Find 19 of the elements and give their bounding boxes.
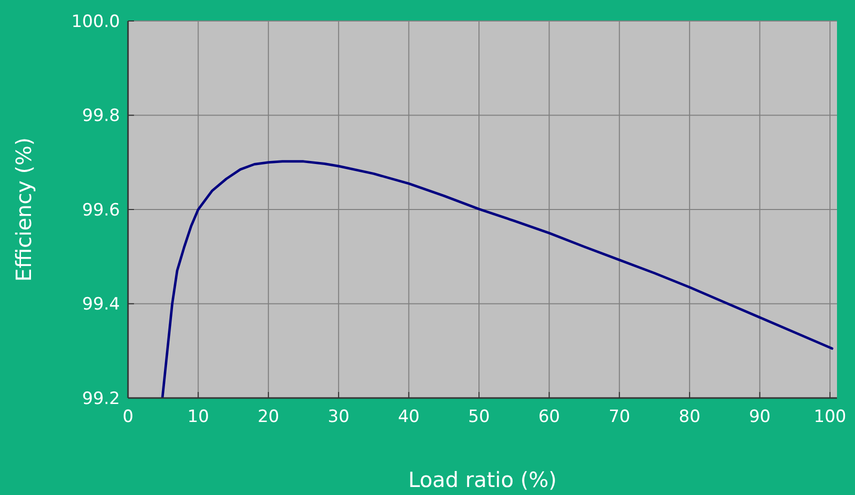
y-tick-label: 99.6 <box>82 200 120 220</box>
x-axis-title: Load ratio (%) <box>408 468 557 492</box>
y-tick-label: 99.2 <box>82 388 120 409</box>
x-tick-label: 20 <box>258 407 280 427</box>
x-tick-label: 90 <box>748 407 771 427</box>
x-tick-label: 30 <box>328 407 350 427</box>
x-tick-label: 100 <box>814 407 846 427</box>
x-tick-label: 80 <box>678 407 700 427</box>
y-tick-label: 99.4 <box>82 294 120 315</box>
x-tick-label: 50 <box>468 407 490 427</box>
x-tick-label: 40 <box>398 407 420 427</box>
x-tick-label: 10 <box>187 407 210 427</box>
y-tick-label: 100.0 <box>71 12 120 32</box>
line-series <box>161 160 834 398</box>
y-axis-title: Efficiency (%) <box>12 137 36 282</box>
x-tick-label: 0 <box>122 407 134 427</box>
x-tick-label: 70 <box>608 407 630 427</box>
y-tick-label: 99.8 <box>82 106 120 126</box>
x-tick-label: 60 <box>538 407 560 427</box>
